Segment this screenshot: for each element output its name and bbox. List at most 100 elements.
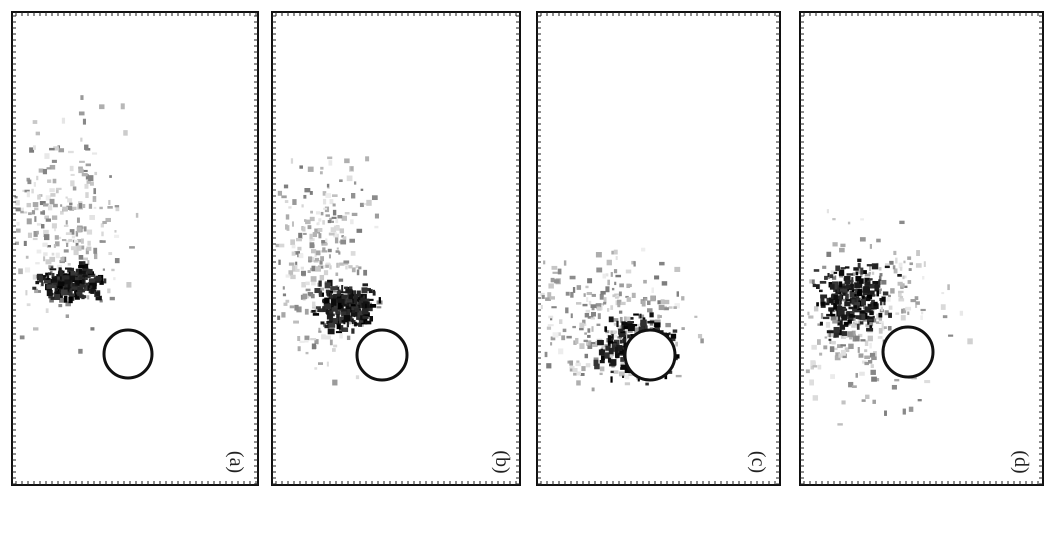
particle	[873, 302, 877, 306]
particle	[76, 245, 82, 251]
particle	[575, 302, 582, 305]
particle	[867, 335, 873, 342]
particle	[103, 278, 107, 284]
particle	[77, 239, 84, 243]
particle	[823, 345, 828, 350]
particle	[866, 327, 874, 332]
particle	[660, 299, 665, 305]
particle	[32, 237, 38, 241]
particle	[582, 303, 588, 307]
particle	[355, 375, 360, 380]
particle	[114, 205, 120, 208]
particle	[876, 238, 881, 243]
particle	[76, 227, 82, 233]
particle	[812, 283, 817, 288]
particle	[809, 379, 814, 386]
particle	[88, 175, 94, 182]
particle	[908, 406, 914, 412]
particle	[570, 291, 574, 298]
particle	[54, 241, 60, 247]
particle	[846, 282, 849, 287]
particle	[322, 247, 326, 252]
particle	[107, 288, 111, 294]
particle	[26, 303, 31, 307]
particle	[50, 193, 56, 197]
particle	[836, 295, 843, 300]
particle	[42, 275, 47, 278]
particle	[600, 290, 606, 295]
particle	[37, 290, 42, 293]
particle	[345, 265, 348, 270]
particle	[309, 216, 315, 222]
particle	[676, 354, 680, 359]
particle	[569, 366, 574, 372]
particle	[673, 306, 677, 309]
particle	[819, 321, 823, 326]
particle	[308, 256, 313, 263]
particle	[851, 385, 857, 388]
particle	[606, 334, 609, 337]
particle	[591, 293, 596, 297]
particle	[27, 232, 32, 238]
particle	[337, 293, 344, 300]
particle	[829, 340, 832, 345]
particle	[832, 319, 838, 324]
particle	[318, 327, 321, 332]
particle	[839, 294, 842, 302]
particle	[878, 327, 883, 334]
particle	[314, 257, 320, 262]
particle	[16, 221, 20, 226]
particle	[668, 306, 673, 309]
particle	[841, 331, 848, 336]
particle	[49, 198, 55, 205]
particle	[54, 235, 59, 240]
particle	[864, 349, 868, 353]
particle	[844, 266, 850, 269]
particle	[59, 297, 66, 303]
particle	[914, 296, 919, 301]
particle	[302, 293, 308, 300]
particle	[607, 308, 610, 312]
particle	[52, 278, 57, 281]
particle	[350, 219, 354, 225]
particle	[597, 340, 604, 346]
particle	[584, 312, 590, 318]
particle	[24, 267, 31, 273]
particle	[613, 318, 619, 322]
particle	[86, 246, 92, 251]
particle	[295, 264, 298, 271]
particle	[60, 210, 64, 215]
particle	[80, 238, 84, 244]
particle	[813, 269, 820, 272]
particle	[320, 321, 325, 325]
particle	[305, 288, 311, 292]
particle	[670, 333, 677, 339]
particle	[899, 220, 905, 225]
particle	[831, 275, 837, 280]
particle	[78, 348, 83, 354]
particle	[83, 257, 88, 261]
particle	[301, 281, 306, 288]
particle	[893, 250, 897, 256]
particle	[85, 248, 89, 255]
particle	[291, 221, 294, 227]
particle	[85, 192, 89, 199]
particle	[310, 249, 317, 254]
particle	[79, 160, 85, 163]
cylinder	[623, 328, 677, 382]
particle	[65, 220, 68, 225]
particle	[603, 301, 607, 305]
particle	[69, 293, 75, 297]
particle	[49, 256, 56, 262]
particle	[349, 286, 353, 290]
particle	[319, 274, 325, 281]
particle	[855, 315, 862, 319]
particle	[332, 313, 335, 317]
particle	[645, 325, 648, 330]
particle	[654, 319, 661, 325]
particle	[46, 289, 53, 297]
particle	[619, 283, 624, 288]
particle	[351, 328, 355, 334]
particle	[864, 273, 871, 277]
particle	[328, 290, 333, 294]
